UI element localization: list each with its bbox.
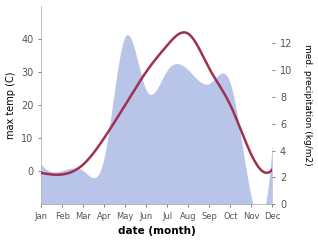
Y-axis label: max temp (C): max temp (C) [5, 71, 16, 139]
Y-axis label: med. precipitation (kg/m2): med. precipitation (kg/m2) [303, 44, 313, 166]
X-axis label: date (month): date (month) [118, 227, 196, 236]
